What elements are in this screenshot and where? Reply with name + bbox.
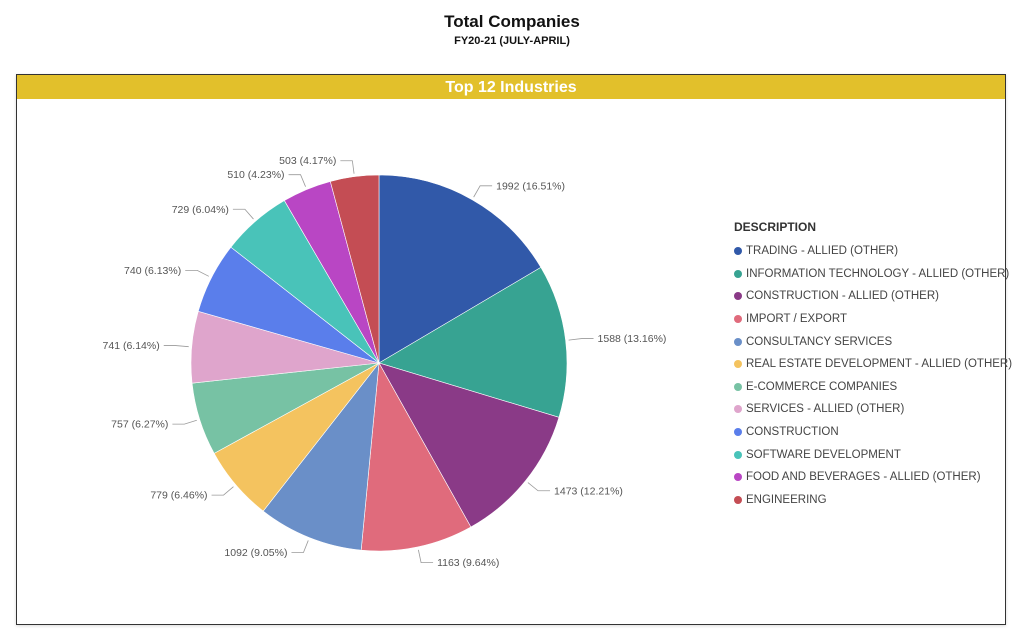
legend-marker-icon xyxy=(734,428,742,437)
legend-item[interactable]: TRADING - ALLIED (OTHER) xyxy=(734,240,1012,263)
pie-slice[interactable] xyxy=(262,362,380,551)
slice-data-label: 1992 (16.51%) xyxy=(496,180,565,192)
legend-marker-icon xyxy=(734,292,742,301)
chart-legend: DESCRIPTION TRADING - ALLIED (OTHER) INFO… xyxy=(734,220,1012,511)
legend-label: E-COMMERCE COMPANIES xyxy=(746,380,898,393)
legend-item[interactable]: IMPORT / EXPORT xyxy=(734,308,1012,331)
label-leader-line xyxy=(288,174,306,187)
slice-data-label: 1092 (9.05%) xyxy=(224,547,287,559)
label-leader-line xyxy=(473,185,493,198)
label-leader-line xyxy=(185,270,209,277)
legend-label: ENGINEERING xyxy=(746,493,827,506)
legend-item[interactable]: CONSULTANCY SERVICES xyxy=(734,330,1012,353)
legend-marker-icon xyxy=(734,315,742,324)
pie-slice[interactable] xyxy=(360,362,472,552)
legend-marker-icon xyxy=(734,495,742,504)
pie-slice[interactable] xyxy=(378,266,568,418)
legend-label: REAL ESTATE DEVELOPMENT - ALLIED (OTHER) xyxy=(746,358,1013,371)
slice-data-label: 779 (6.46%) xyxy=(150,490,207,502)
label-leader-line xyxy=(211,486,234,496)
legend-item[interactable]: E-COMMERCE COMPANIES xyxy=(734,376,1012,399)
label-leader-line xyxy=(163,345,189,348)
report-subtitle: FY20-21 (JULY-APRIL) xyxy=(454,35,570,47)
legend-item[interactable]: CONSTRUCTION xyxy=(734,421,1012,444)
panel-title: Top 12 Industries xyxy=(17,75,1005,99)
legend-item[interactable]: ENGINEERING xyxy=(734,489,1012,512)
legend-marker-icon xyxy=(734,337,742,346)
legend-label: FOOD AND BEVERAGES - ALLIED (OTHER) xyxy=(746,471,981,484)
label-leader-line xyxy=(172,419,197,425)
pie-slice[interactable] xyxy=(378,174,542,364)
slice-data-label: 757 (6.27%) xyxy=(111,419,168,431)
legend-label: SERVICES - ALLIED (OTHER) xyxy=(746,403,905,416)
legend-item[interactable]: SERVICES - ALLIED (OTHER) xyxy=(734,398,1012,421)
legend-marker-icon xyxy=(734,247,742,256)
pie-slice[interactable] xyxy=(329,174,380,364)
slice-data-label: 729 (6.04%) xyxy=(172,204,229,216)
legend-label: TRADING - ALLIED (OTHER) xyxy=(746,245,899,258)
label-leader-line xyxy=(291,540,309,553)
slice-data-label: 1473 (12.21%) xyxy=(554,485,623,497)
legend-item[interactable]: REAL ESTATE DEVELOPMENT - ALLIED (OTHER) xyxy=(734,353,1012,376)
slice-data-label: 1588 (13.16%) xyxy=(598,333,667,345)
chart-panel[interactable]: Top 12 Industries 1992 (16.51%) 1588 (13.… xyxy=(16,74,1006,625)
pie-chart[interactable]: 1992 (16.51%) 1588 (13.16%) 1473 (12.21%) 1… xyxy=(17,75,1007,626)
legend-marker-icon xyxy=(734,473,742,482)
legend-marker-icon xyxy=(734,269,742,278)
legend-label: CONSULTANCY SERVICES xyxy=(746,335,893,348)
legend-title: DESCRIPTION xyxy=(734,220,817,234)
legend-label: CONSTRUCTION - ALLIED (OTHER) xyxy=(746,290,939,303)
legend-label: CONSTRUCTION xyxy=(746,426,839,439)
slice-data-label: 740 (6.13%) xyxy=(124,265,181,277)
label-leader-line xyxy=(232,208,254,220)
legend-label: IMPORT / EXPORT xyxy=(746,313,847,326)
legend-marker-icon xyxy=(734,450,742,459)
legend-item[interactable]: INFORMATION TECHNOLOGY - ALLIED (OTHER) xyxy=(734,263,1012,286)
legend-label: INFORMATION TECHNOLOGY - ALLIED (OTHER) xyxy=(746,267,1010,280)
slice-data-label: 510 (4.23%) xyxy=(227,169,284,181)
label-leader-line xyxy=(418,549,434,564)
legend-item[interactable]: FOOD AND BEVERAGES - ALLIED (OTHER) xyxy=(734,466,1012,489)
slice-data-label: 741 (6.14%) xyxy=(103,340,160,352)
legend-marker-icon xyxy=(734,360,742,369)
label-leader-line xyxy=(527,482,551,492)
label-leader-line xyxy=(568,338,594,341)
legend-label: SOFTWARE DEVELOPMENT xyxy=(746,448,901,461)
report-title: Total Companies xyxy=(444,12,580,31)
legend-marker-icon xyxy=(734,382,742,391)
legend-item[interactable]: SOFTWARE DEVELOPMENT xyxy=(734,443,1012,466)
pie-slice[interactable] xyxy=(378,362,560,528)
slice-data-label: 1163 (9.64%) xyxy=(437,557,499,569)
slice-data-label: 503 (4.17%) xyxy=(279,155,336,167)
label-leader-line xyxy=(340,160,355,174)
legend-marker-icon xyxy=(734,405,742,414)
legend-item[interactable]: CONSTRUCTION - ALLIED (OTHER) xyxy=(734,285,1012,308)
